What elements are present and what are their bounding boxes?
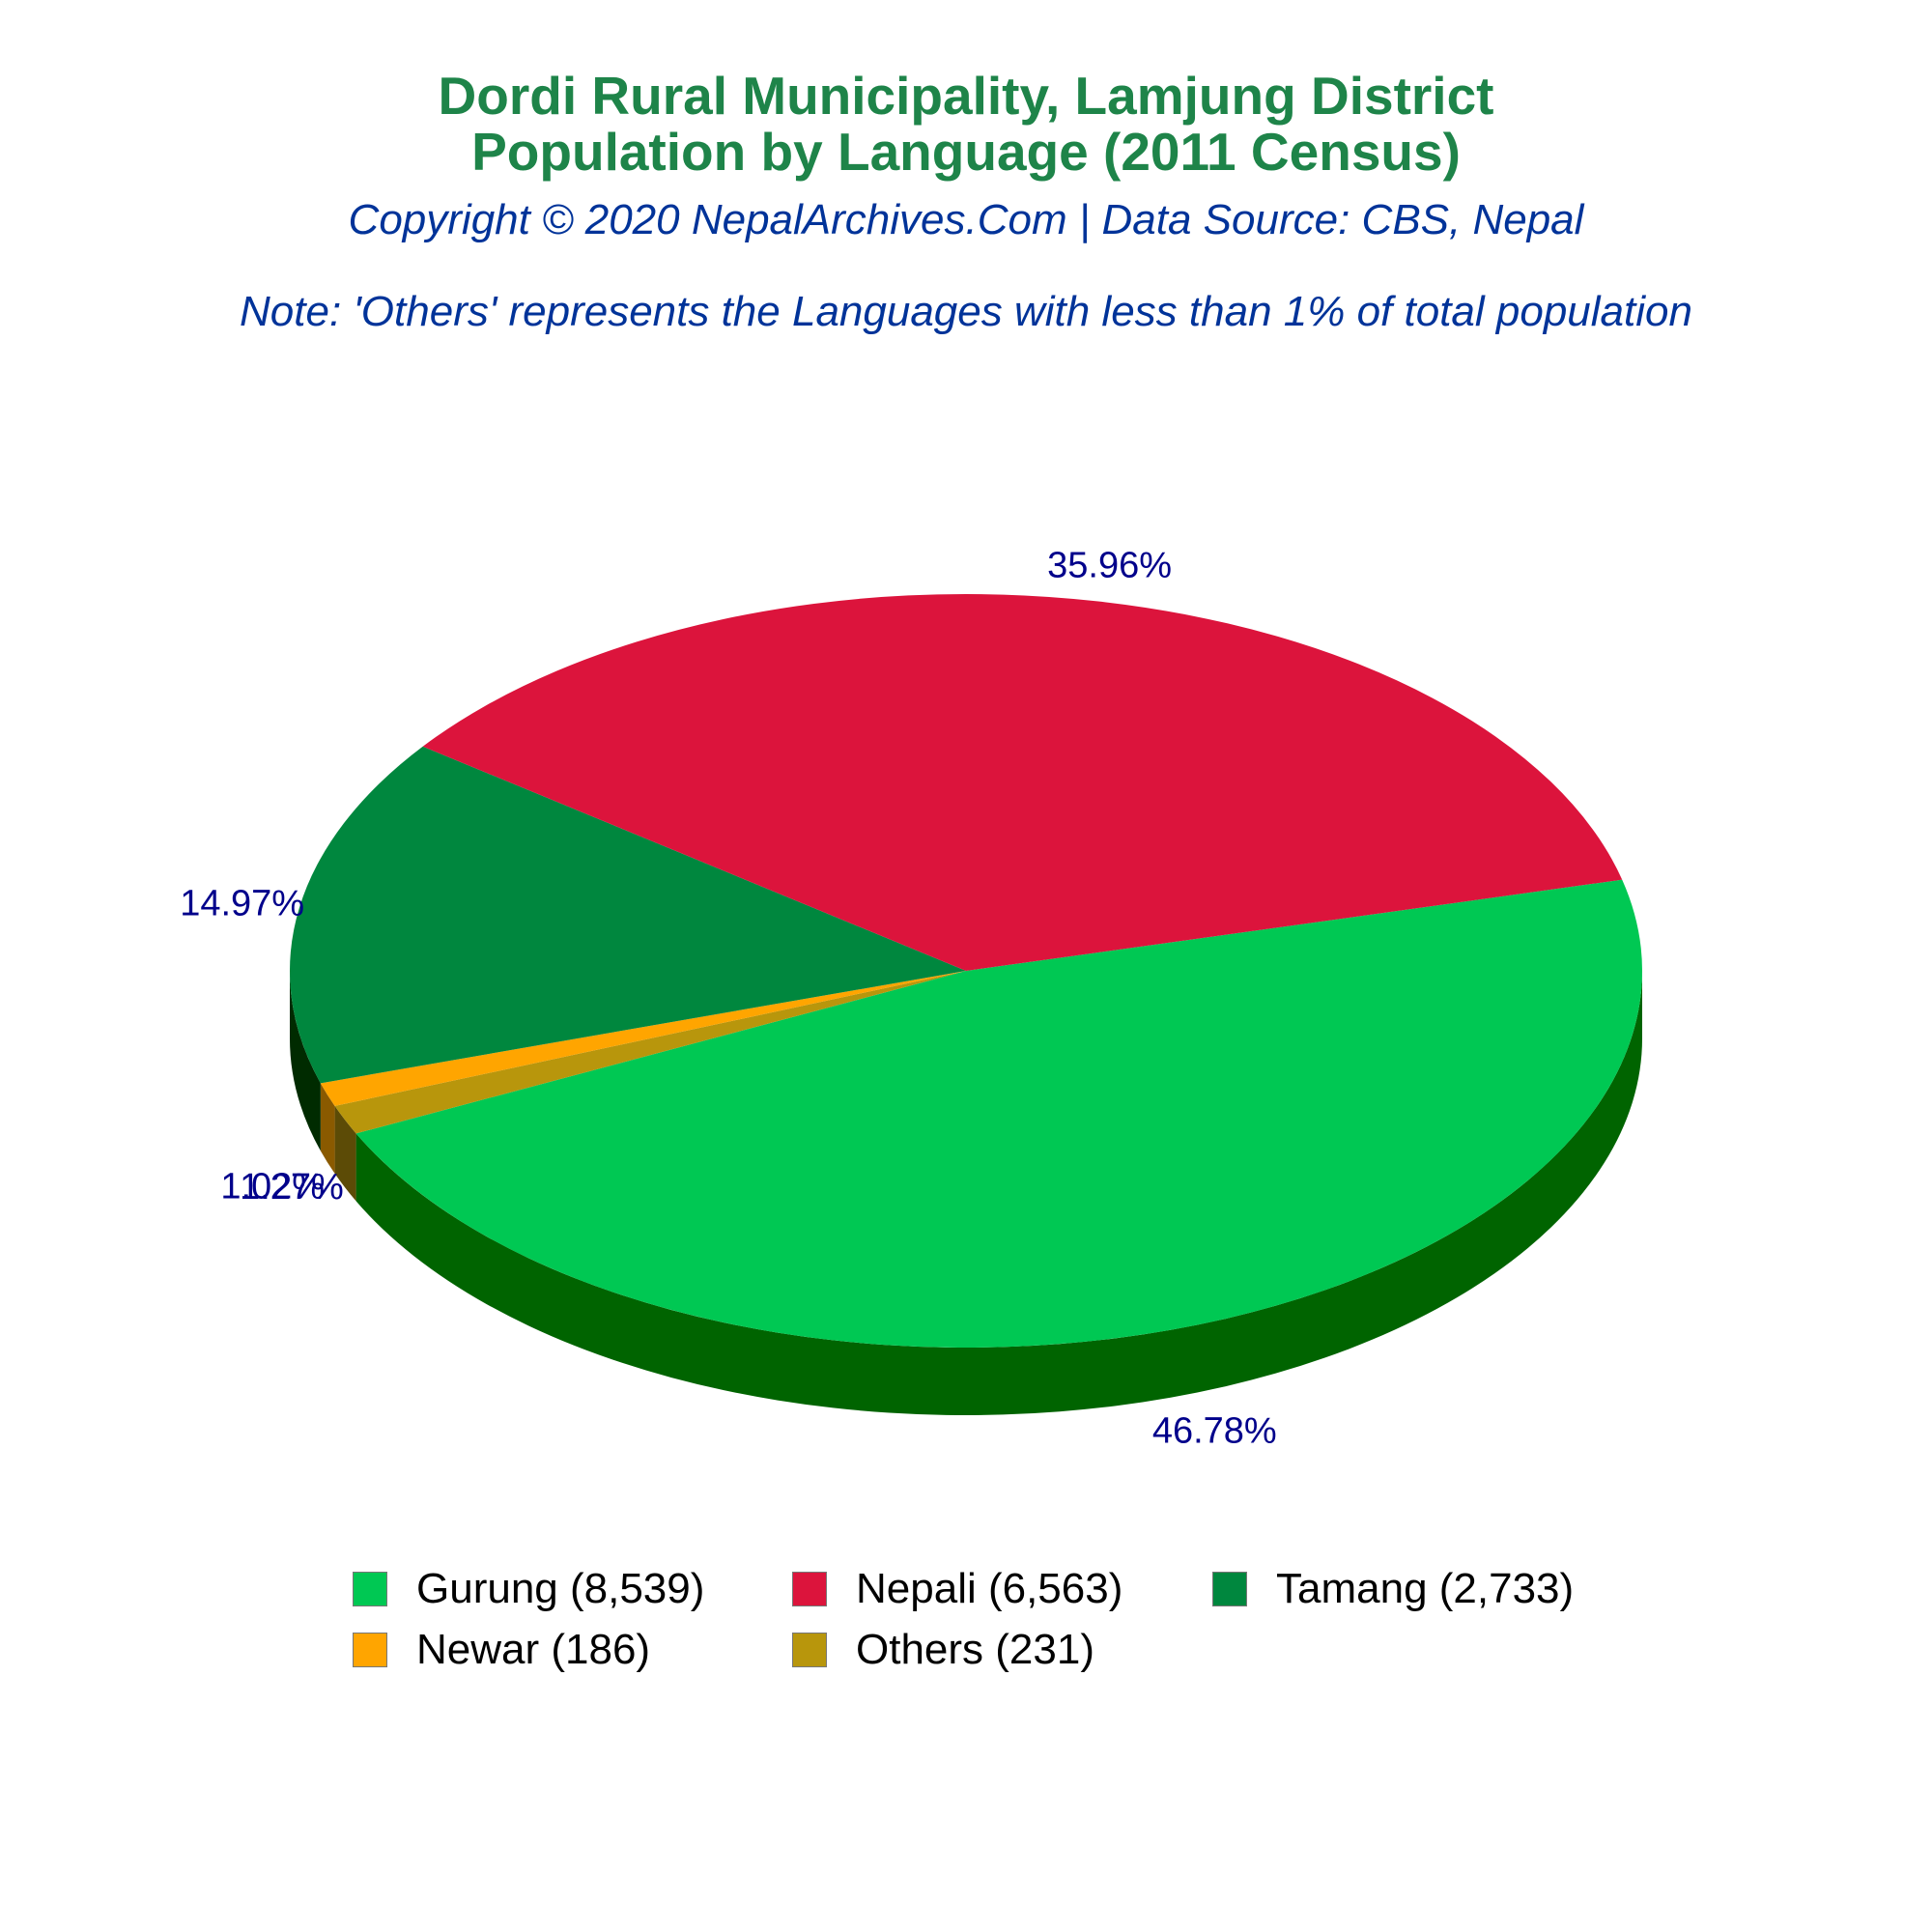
pie-slices bbox=[290, 594, 1642, 1348]
pie-slice-others bbox=[334, 971, 966, 1134]
pie-label-others: 1.27% bbox=[240, 1167, 344, 1208]
pie-label-gurung: 46.78% bbox=[1152, 1411, 1277, 1452]
pie-slice-nepali bbox=[422, 594, 1623, 971]
pie-side-walls bbox=[290, 971, 1642, 1415]
legend-item-tamang: Tamang (2,733) bbox=[1212, 1563, 1574, 1615]
chart-subtitle: Copyright © 2020 NepalArchives.Com | Dat… bbox=[348, 196, 1584, 243]
pie-labels: 46.78% 1.27%1.02% 14.97% 35.96% bbox=[180, 545, 1277, 1451]
pie-side-tamang bbox=[290, 971, 321, 1151]
chart-legend: Gurung (8,539) Nepali (6,563) Tamang (2,… bbox=[353, 1563, 1608, 1698]
legend-swatch bbox=[353, 1633, 387, 1667]
legend-swatch bbox=[792, 1633, 827, 1667]
chart-note: Note: 'Others' represents the Languages … bbox=[240, 288, 1692, 335]
legend-item-gurung: Gurung (8,539) bbox=[353, 1563, 704, 1615]
legend-label: Nepali (6,563) bbox=[856, 1565, 1123, 1612]
pie-side-others bbox=[334, 1105, 356, 1202]
legend-swatch bbox=[353, 1572, 387, 1606]
legend-label: Gurung (8,539) bbox=[416, 1565, 705, 1612]
pie-side-gurung bbox=[355, 971, 1642, 1415]
pie-label-tamang: 14.97% bbox=[180, 883, 304, 923]
legend-item-others: Others (231) bbox=[792, 1624, 1094, 1676]
legend-item-nepali: Nepali (6,563) bbox=[792, 1563, 1122, 1615]
pie-label-nepali: 35.96% bbox=[1047, 545, 1172, 585]
chart-title-line1: Dordi Rural Municipality, Lamjung Distri… bbox=[438, 66, 1494, 126]
pie-slice-tamang bbox=[290, 746, 967, 1084]
legend-label: Others (231) bbox=[856, 1626, 1094, 1673]
pie-label-newar: 1.02% bbox=[220, 1166, 325, 1207]
legend-swatch bbox=[792, 1572, 827, 1606]
legend-swatch bbox=[1212, 1572, 1247, 1606]
legend-label: Tamang (2,733) bbox=[1276, 1565, 1575, 1612]
chart-title-line2: Population by Language (2011 Census) bbox=[471, 122, 1461, 182]
pie-slice-newar bbox=[320, 971, 967, 1106]
pie-side-newar bbox=[320, 1083, 335, 1174]
legend-label: Newar (186) bbox=[416, 1626, 651, 1673]
pie-slice-gurung bbox=[355, 879, 1642, 1348]
legend-item-newar: Newar (186) bbox=[353, 1624, 650, 1676]
